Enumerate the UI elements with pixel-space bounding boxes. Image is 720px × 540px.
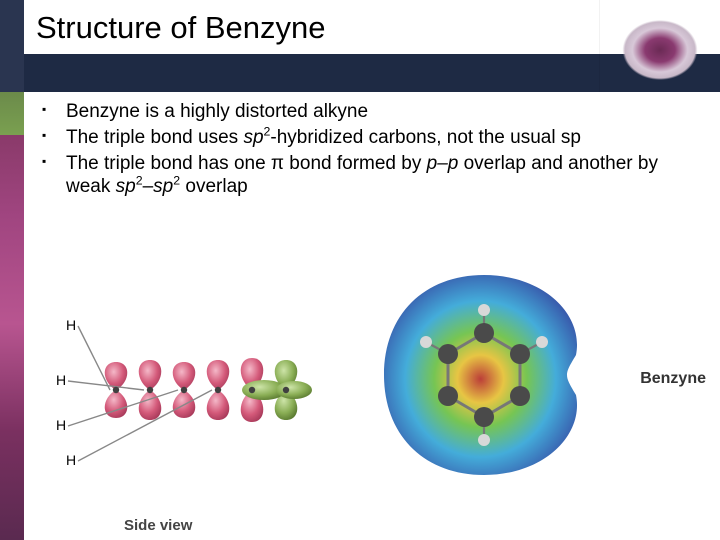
svg-text:H: H — [66, 317, 76, 333]
esp-svg — [354, 250, 614, 490]
bullet-text: The triple bond has one π bond formed by — [66, 153, 427, 174]
superscript: 2 — [136, 174, 143, 188]
bullet-text: – — [143, 176, 154, 197]
figure-area: H H H H Side view Benzyne — [24, 250, 720, 540]
slide-header: Structure of Benzyne — [0, 0, 720, 92]
figure-esp-map — [354, 250, 614, 510]
side-view-svg: H H H H — [54, 300, 314, 470]
svg-text:H: H — [66, 452, 76, 468]
italic-text: sp — [116, 176, 136, 197]
slide-title: Structure of Benzyne — [36, 10, 326, 46]
bullet-text: -hybridized carbons, not the usual sp — [270, 127, 581, 148]
bullet-item: Benzyne is a highly distorted alkyne — [36, 100, 686, 124]
italic-text: sp — [243, 127, 263, 148]
caption-side-view: Side view — [124, 517, 192, 534]
italic-text: sp — [153, 176, 173, 197]
bullet-text: The triple bond uses — [66, 127, 243, 148]
italic-text: p–p — [427, 153, 459, 174]
svg-text:H: H — [56, 372, 66, 388]
bullet-text: overlap — [180, 176, 248, 197]
bullet-item: The triple bond uses sp2-hybridized carb… — [36, 126, 686, 150]
bullet-text: Benzyne is a highly distorted alkyne — [66, 101, 368, 122]
caption-benzyne: Benzyne — [640, 370, 706, 388]
header-flower-decoration — [599, 0, 720, 92]
bullet-content: Benzyne is a highly distorted alkyne The… — [36, 100, 686, 201]
bullet-item: The triple bond has one π bond formed by… — [36, 152, 686, 200]
figure-side-view: H H H H — [54, 300, 314, 500]
svg-text:H: H — [56, 417, 66, 433]
